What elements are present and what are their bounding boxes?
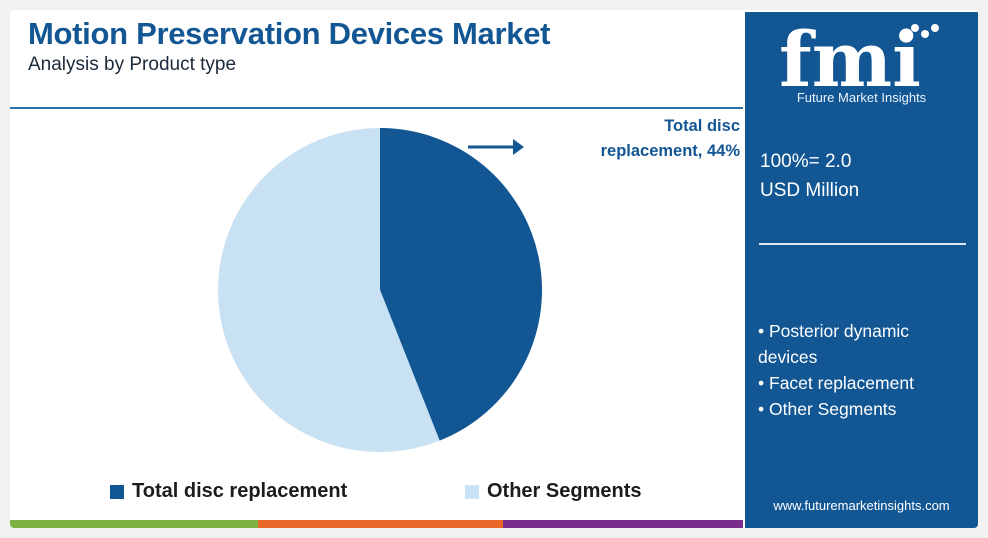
legend-label: Other Segments <box>487 480 642 502</box>
fmi-logo: fmi <box>779 20 939 92</box>
info-sidebar: fmi Future Market Insights 100%= 2.0 USD… <box>745 12 978 528</box>
sidebar-divider <box>759 243 966 245</box>
pie-slice-other-segments <box>218 127 440 452</box>
total-value: 100%= 2.0 <box>760 151 852 172</box>
pie-slice-total-disc-replacement <box>380 128 542 441</box>
accent-bar-orange <box>258 520 503 528</box>
segment-item: • Facet replacement <box>758 373 914 393</box>
header-divider <box>10 107 743 109</box>
accent-bar-green <box>10 520 258 528</box>
segment-item: • Other Segments <box>758 399 897 419</box>
segment-item: • Posterior dynamic devices <box>758 321 910 367</box>
pie-chart <box>218 127 542 452</box>
chart-subtitle: Analysis by Product type <box>28 54 237 75</box>
accent-bar-purple <box>503 520 743 528</box>
infographic-card: Motion Preservation Devices Market Analy… <box>10 10 978 528</box>
legend-item-other: Other Segments <box>465 480 641 503</box>
logo-text: fmi <box>779 20 921 92</box>
legend-item-total-disc: Total disc replacement <box>110 480 347 503</box>
logo-tagline: Future Market Insights <box>796 90 927 105</box>
total-unit: USD Million <box>760 180 860 201</box>
legend-swatch-dark <box>110 484 124 499</box>
market-total: 100%= 2.0 USD Million <box>760 147 859 205</box>
legend-label: Total disc replacement <box>132 480 348 502</box>
website-link[interactable]: www.futuremarketinsights.com <box>773 498 950 513</box>
slice-annotation: Total disc replacement, 44% <box>550 114 740 164</box>
annotation-line-1: Total disc <box>664 117 740 135</box>
callout-arrow <box>468 139 524 155</box>
segment-list: • Posterior dynamic devices • Facet repl… <box>758 318 968 422</box>
chart-title: Motion Preservation Devices Market <box>28 16 551 51</box>
annotation-line-2: replacement, 44% <box>600 142 740 160</box>
legend-swatch-light <box>465 484 479 499</box>
